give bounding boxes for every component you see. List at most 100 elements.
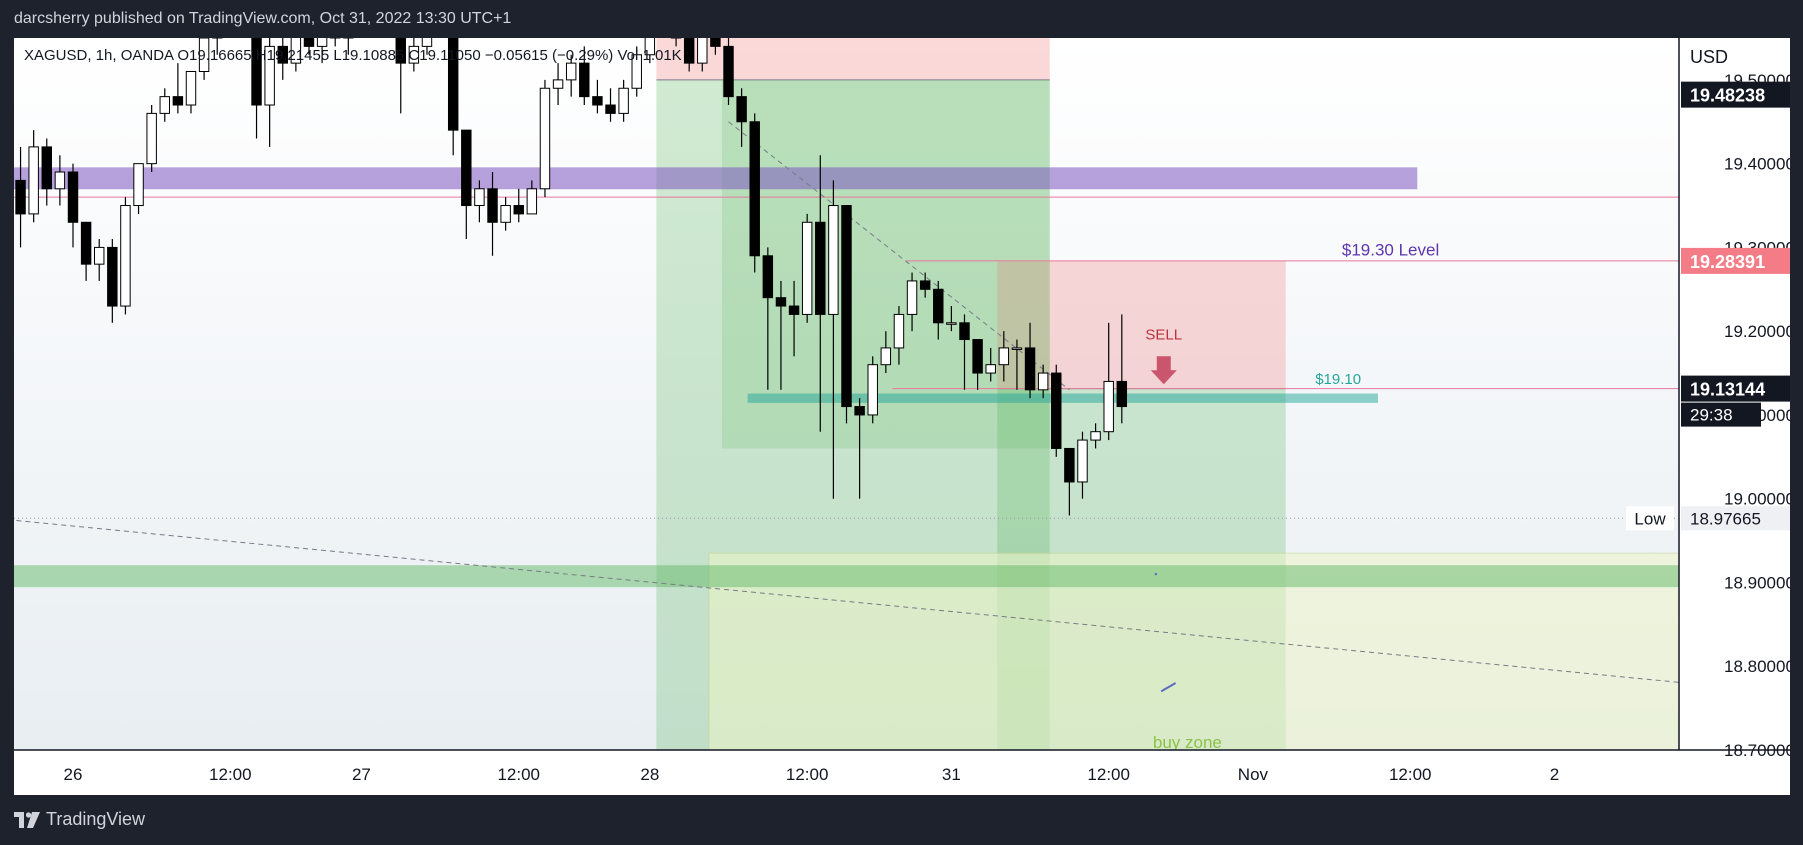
candle-body	[290, 38, 302, 64]
teal-level-zone	[747, 393, 1378, 403]
candle-body	[841, 205, 852, 408]
price-tick-label: 18.80000	[1724, 657, 1790, 676]
candle-body	[985, 364, 996, 374]
publisher-text: darcsherry published on TradingView.com,…	[14, 10, 512, 27]
candle-body	[933, 288, 944, 324]
candle-body	[801, 221, 813, 315]
candle-body	[93, 246, 105, 265]
candle-body	[28, 146, 39, 215]
price-tag-value: 19.48238	[1690, 86, 1765, 106]
publisher-header: darcsherry published on TradingView.com,…	[0, 0, 1803, 38]
candle-body	[998, 347, 1010, 366]
time-tick-label: 12:00	[497, 765, 540, 784]
down-trendline-long	[14, 519, 1686, 684]
candle-body	[447, 38, 459, 131]
time-tick-label: 12:00	[786, 765, 829, 784]
footer: TradingView	[0, 795, 1803, 845]
candle-body	[775, 297, 787, 307]
price-tick-label: 18.90000	[1724, 573, 1790, 592]
candle-body	[526, 188, 538, 215]
price-tick-label: 19.40000	[1724, 155, 1790, 174]
candle-body	[736, 96, 747, 123]
symbol-line: XAGUSD, 1h, OANDA O19.16665 H19.21455 L1…	[24, 47, 682, 64]
candle-body	[631, 54, 642, 89]
low-label-bg	[1626, 506, 1674, 531]
candle-body	[80, 221, 92, 265]
down-trendline-short	[728, 121, 1070, 391]
price-tick-label: 18.70000	[1724, 741, 1790, 760]
candle-body	[919, 280, 931, 290]
candle-body	[1011, 347, 1023, 350]
candle-body	[749, 121, 760, 257]
candle-body	[15, 179, 26, 215]
small-dot-mark	[1154, 572, 1158, 576]
sell-arrow-icon	[1150, 356, 1177, 385]
candle-body	[146, 112, 157, 165]
time-tick-label: 28	[640, 765, 659, 784]
currency-label: USD	[1690, 47, 1728, 67]
candle-body	[906, 280, 918, 315]
sell-label: SELL	[1145, 327, 1182, 344]
chart-frame[interactable]: $19.30 Level $19.10 SELL buy zone 19.50000 1…	[14, 38, 1790, 795]
candle-body	[251, 38, 262, 106]
candle-body	[1064, 447, 1075, 483]
time-tick-label: 2	[1550, 765, 1559, 784]
candle-body	[1024, 347, 1036, 391]
candle-body	[605, 104, 616, 114]
candle-body	[500, 205, 511, 223]
candle-body	[159, 96, 170, 114]
candle-body	[815, 221, 826, 315]
candle-body	[316, 38, 328, 47]
candle-body	[788, 305, 800, 315]
low-value: 18.97665	[1690, 509, 1761, 528]
countdown-bg	[1681, 402, 1761, 427]
candle-body	[107, 246, 118, 307]
price-tag-value: 19.13144	[1690, 380, 1765, 400]
candle-body	[120, 205, 131, 307]
candle-body	[592, 96, 603, 106]
tradingview-logo-icon	[14, 811, 40, 828]
candle-body	[697, 38, 708, 64]
candle-body	[710, 38, 721, 47]
candle-body	[539, 87, 551, 190]
time-tick-label: 12:00	[1389, 765, 1432, 784]
candle-body	[828, 205, 839, 315]
candle-body	[552, 79, 564, 89]
time-axis[interactable]	[14, 750, 1790, 795]
level-1930-label: $19.30 Level	[1342, 240, 1439, 259]
candle-body	[41, 146, 52, 190]
inner-green-box	[721, 79, 1050, 449]
candle-body	[893, 313, 905, 349]
level-1910-label: $19.10	[1315, 371, 1361, 388]
candle-body	[579, 62, 590, 98]
purple-zone	[14, 167, 1418, 190]
candle-body	[421, 38, 433, 47]
price-tag-value: 19.28391	[1690, 252, 1765, 272]
candle-body	[683, 38, 695, 64]
candle-body	[946, 322, 957, 325]
candle-body	[854, 406, 865, 416]
candle-body	[487, 188, 498, 223]
buy-zone-label: buy zone	[1153, 733, 1222, 752]
candle-body	[67, 171, 79, 223]
green-support-zone	[14, 565, 1680, 588]
candle-body	[618, 87, 629, 114]
candle-body	[277, 45, 288, 64]
countdown-label: 29:38	[1690, 406, 1733, 425]
candle-body	[959, 322, 970, 341]
candle-body	[644, 38, 656, 56]
candle-body	[461, 129, 472, 207]
time-tick-label: 12:00	[1087, 765, 1130, 784]
candle-body	[133, 163, 144, 207]
candle-body	[762, 255, 774, 299]
candle-body	[54, 171, 66, 190]
small-drawing-mark	[1160, 682, 1177, 693]
price-tag-bg	[1681, 247, 1790, 274]
tradingview-brand[interactable]: TradingView	[14, 809, 145, 830]
candle-body	[395, 38, 406, 64]
short-position-1-risk	[656, 38, 1050, 80]
time-tick-label: 31	[942, 765, 961, 784]
time-tick-label: 12:00	[209, 765, 252, 784]
price-tag-bg	[1681, 375, 1790, 402]
